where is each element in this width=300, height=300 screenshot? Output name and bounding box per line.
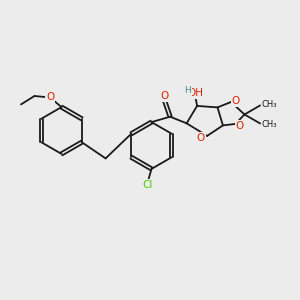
- Text: O: O: [236, 121, 244, 131]
- Text: Cl: Cl: [143, 180, 153, 190]
- Text: OH: OH: [188, 88, 204, 98]
- Text: O: O: [231, 96, 240, 106]
- Text: O: O: [160, 91, 169, 101]
- Text: CH₃: CH₃: [261, 119, 277, 128]
- Text: H: H: [184, 86, 191, 95]
- Text: CH₃: CH₃: [261, 100, 277, 109]
- Text: O: O: [196, 133, 205, 143]
- Text: O: O: [46, 92, 54, 103]
